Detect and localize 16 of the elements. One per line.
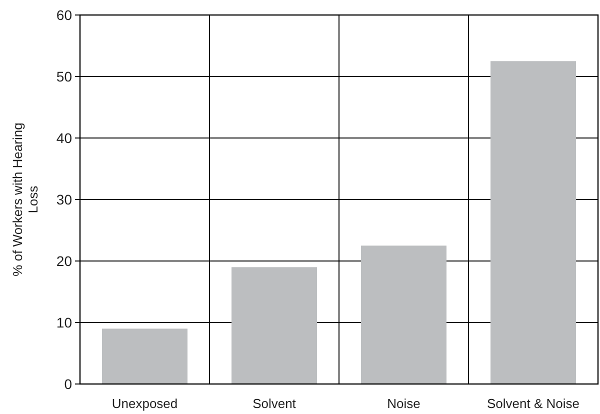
y-tick-label: 60: [56, 6, 72, 23]
x-tick-label: Solvent: [252, 396, 296, 411]
y-tick-label: 20: [56, 252, 72, 269]
y-axis-title: % of Workers with Hearing Loss: [10, 122, 41, 276]
y-tick-label: 0: [64, 376, 72, 392]
y-tick-label: 30: [56, 191, 72, 208]
y-tick-label: 10: [56, 314, 72, 330]
x-tick-label: Noise: [387, 396, 420, 411]
bar: [102, 328, 188, 384]
bar: [490, 61, 576, 384]
y-tick-label: 40: [56, 130, 72, 146]
y-tick-label: 50: [56, 68, 72, 84]
x-tick-label: Unexposed: [112, 396, 178, 411]
bar: [361, 246, 446, 384]
bar: [232, 267, 317, 384]
x-tick-label: Solvent & Noise: [487, 396, 580, 411]
